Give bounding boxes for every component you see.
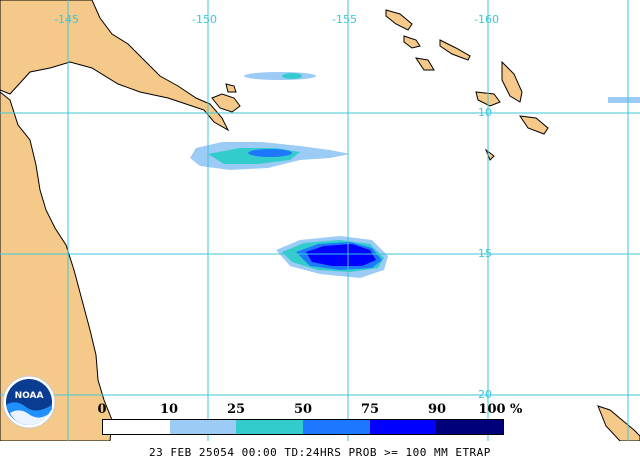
precip-area-central-core bbox=[248, 149, 292, 157]
legend-tick-75: 75 bbox=[360, 402, 380, 417]
noaa-logo-text: NOAA bbox=[15, 391, 44, 401]
footer-text: 23 FEB 25054 00:00 TD:24HRS PROB >= 100 … bbox=[149, 446, 491, 459]
legend-swatch-0 bbox=[103, 420, 170, 434]
lat-label-10: -10 bbox=[474, 106, 492, 119]
land-vanuatu bbox=[597, 405, 640, 442]
land-australia bbox=[0, 0, 113, 442]
lat-label-20: -20 bbox=[474, 388, 492, 401]
legend-swatch-2 bbox=[236, 420, 304, 434]
lon-label-150: -150 bbox=[192, 13, 217, 26]
grid-layer bbox=[0, 0, 640, 441]
land-solomon-1 bbox=[385, 9, 413, 31]
lon-label-155: -155 bbox=[332, 13, 357, 26]
legend-swatch-4 bbox=[369, 420, 437, 434]
land-new-ireland bbox=[225, 83, 237, 93]
legend-tick-25: 25 bbox=[226, 402, 246, 417]
land-new-guinea bbox=[0, 0, 230, 132]
precip-area-north-strip bbox=[244, 72, 316, 80]
land-solomon-2 bbox=[403, 35, 421, 49]
noaa-logo-icon: NOAA bbox=[2, 375, 56, 429]
legend-unit: % bbox=[510, 402, 523, 417]
land-new-britain bbox=[211, 93, 241, 113]
lon-label-160: -160 bbox=[474, 13, 499, 26]
legend-tick-0: 0 bbox=[97, 402, 107, 417]
legend-swatch-3 bbox=[303, 420, 370, 434]
land-solomon-4 bbox=[414, 57, 435, 71]
legend-tick-100: 100 bbox=[478, 402, 506, 417]
precip-area-north-strip-core bbox=[282, 73, 302, 79]
legend-tick-10: 10 bbox=[159, 402, 179, 417]
legend-swatch-5 bbox=[436, 420, 504, 434]
precip-area-east-strip bbox=[608, 97, 640, 103]
footer-caption: 23 FEB 25054 00:00 TD:24HRS PROB >= 100 … bbox=[0, 441, 640, 459]
legend: 0 10 25 50 75 90 100 % bbox=[92, 398, 532, 438]
land-solomon-7 bbox=[518, 115, 549, 135]
land-layer bbox=[0, 0, 640, 442]
legend-swatch-1 bbox=[169, 420, 237, 434]
legend-tick-90: 90 bbox=[427, 402, 447, 417]
land-solomon-5 bbox=[501, 60, 523, 103]
land-solomon-3 bbox=[439, 39, 471, 61]
precip-area-south-core bbox=[306, 244, 376, 266]
lat-label-15: -15 bbox=[474, 247, 492, 260]
legend-tick-50: 50 bbox=[293, 402, 313, 417]
legend-color-bar bbox=[102, 419, 504, 435]
lon-label-145: -145 bbox=[54, 13, 79, 26]
precip-layer bbox=[190, 72, 640, 278]
